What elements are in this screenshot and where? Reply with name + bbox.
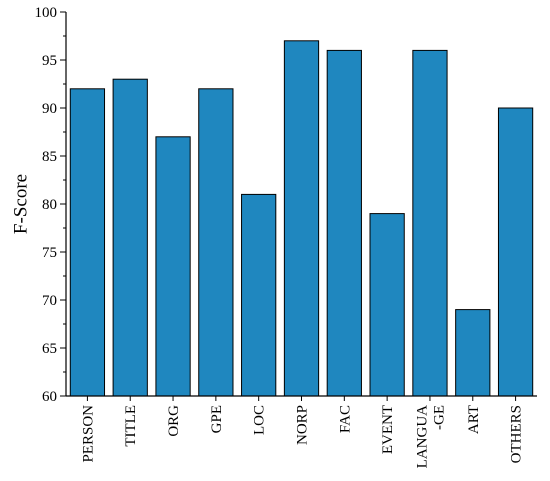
bars-group [69,40,534,397]
y-axis-title: F-Score [11,174,32,234]
y-tick-label: 100 [35,5,58,21]
x-tick-label-group: ART [466,405,482,434]
bar-fac [326,49,362,397]
x-tick-label-group: ORG [166,405,182,437]
x-tick-label: EVENT [380,405,396,454]
y-tick-label: 60 [42,389,57,405]
x-tick-label-group: GPE [209,405,225,433]
y-tick-label: 70 [42,293,57,309]
bar-others [497,107,534,397]
bar-gpe [198,88,234,397]
x-tick-label: LANGUA [414,405,430,468]
bar-title [112,78,148,397]
x-tick-label: NORP [295,405,311,445]
x-tick-label: TITLE [123,405,139,447]
bar-org [155,136,191,397]
y-tick-label: 75 [42,245,57,261]
x-tick-label-group: OTHERS [509,405,525,463]
x-tick-label: OTHERS [509,405,525,463]
bar-person [69,88,106,397]
bar-norp [283,40,320,397]
x-tick-label-group: PERSON [80,405,96,463]
x-tick-label: LOC [252,405,268,435]
x-tick-label: FAC [337,405,353,433]
y-tick-label: 85 [42,149,57,165]
x-tick-label-group: FAC [337,405,353,433]
bar-art [455,309,491,397]
x-axis: PERSON TITLE ORG GPE LOC NORP FAC EVENT LANGUA -G… [66,395,537,468]
x-tick-label: GPE [209,405,225,433]
bar-event [369,213,405,397]
x-tick-label-group: EVENT [380,405,396,454]
x-tick-label: ART [466,405,482,434]
x-tick-label-group: NORP [295,405,311,445]
x-tick-label: -GE [431,405,447,430]
y-axis: 60 65 70 75 80 85 90 95 100 [35,5,67,405]
x-tick-label: ORG [166,405,182,437]
bar-langua-ge [412,49,448,397]
y-tick-label: 90 [42,101,57,117]
x-tick-label-group: LANGUA -GE [414,405,447,468]
x-tick-label-group: TITLE [123,405,139,447]
y-tick-label: 65 [42,341,57,357]
bar-loc [241,193,277,397]
x-tick-label: PERSON [80,405,96,463]
x-tick-label-group: LOC [252,405,268,435]
y-tick-label: 80 [42,197,57,213]
y-tick-label: 95 [42,53,57,69]
